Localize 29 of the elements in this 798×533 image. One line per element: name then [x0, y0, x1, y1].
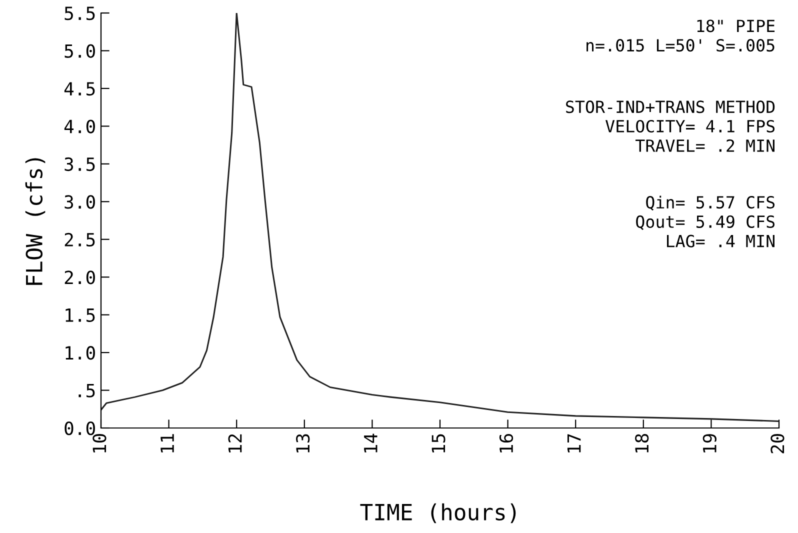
y-tick-label: .5 [78, 384, 95, 398]
y-tick-label: 5.5 [64, 6, 95, 20]
y-tick-label: 1.0 [66, 346, 95, 360]
y-tick-label: 2.0 [64, 270, 95, 284]
x-tick-label: 17 [567, 434, 581, 452]
y-tick-label: 3.0 [64, 195, 95, 209]
y-tick-label: 5.0 [64, 44, 95, 58]
x-tick-label: 13 [296, 434, 310, 452]
y-tick-label: 4.5 [64, 82, 95, 96]
x-tick-label: 18 [635, 434, 649, 452]
y-axis-title: FLOW (cfs) [25, 158, 46, 285]
y-tick-label: 2.5 [64, 232, 95, 247]
y-tick-label: 4.0 [64, 120, 95, 134]
x-tick-label: 14 [364, 434, 378, 452]
annotation: Qin= 5.57 CFS Qout= 5.49 CFS LAG= .4 MIN [636, 196, 775, 248]
x-tick-label: 12 [228, 434, 242, 452]
x-tick-label: 16 [499, 434, 514, 452]
x-tick-label: 19 [702, 434, 716, 452]
line-series [101, 13, 779, 422]
y-tick-label: 3.5 [64, 157, 95, 172]
annotation: 18" PIPE n=.015 L=50' S=.005 [586, 20, 775, 52]
x-tick-label: 20 [770, 434, 784, 454]
y-tick-label: 1.5 [66, 308, 95, 322]
x-tick-label: 15 [432, 434, 446, 452]
x-tick-label: 11 [160, 434, 174, 452]
x-axis-title: TIME (hours) [360, 503, 516, 524]
y-tick-label: 0.0 [64, 422, 95, 436]
annotation: STOR-IND+TRANS METHOD VELOCITY= 4.1 FPS TRAVEL= .2 MIN [566, 100, 775, 152]
x-tick-label: 10 [92, 434, 106, 452]
